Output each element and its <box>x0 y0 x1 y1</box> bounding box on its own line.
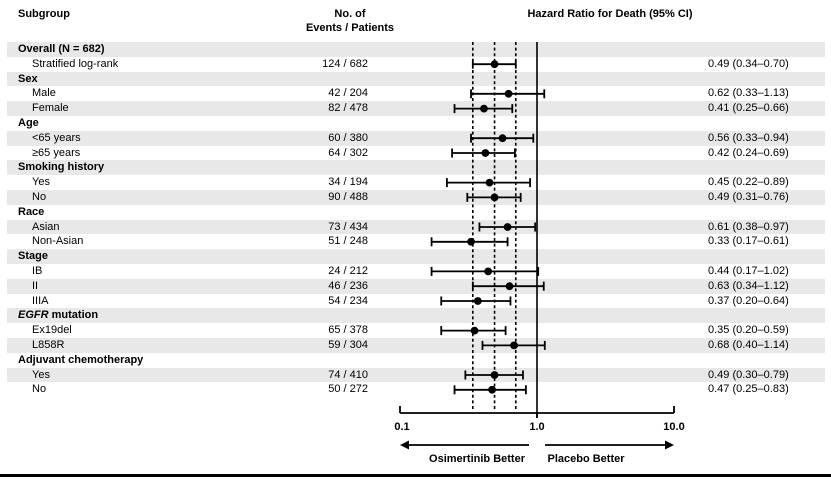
hr-value: 0.35 (0.20–0.59) <box>708 324 789 337</box>
table-row: Race <box>7 205 825 220</box>
hr-value: 0.62 (0.33–1.13) <box>708 87 789 100</box>
table-row: Female 82 / 478 0.41 (0.25–0.66) <box>7 101 825 116</box>
row-label: No <box>32 191 47 203</box>
row-label: IB <box>32 265 43 277</box>
row-label: Yes <box>32 368 50 381</box>
table-row: Asian 73 / 434 0.61 (0.38–0.97) <box>7 219 825 235</box>
row-label: <65 years <box>32 131 81 144</box>
events-value: 74 / 410 <box>328 368 368 381</box>
row-label: ≥65 years <box>32 146 81 159</box>
hr-value: 0.56 (0.33–0.94) <box>708 131 789 144</box>
events-value: 54 / 234 <box>328 294 368 307</box>
table-row: Smoking history <box>7 160 825 176</box>
hr-value: 0.47 (0.25–0.83) <box>708 383 789 396</box>
events-value: 59 / 304 <box>328 339 368 351</box>
hazard-ratio-column-header: Hazard Ratio for Death (95% CI) <box>527 8 693 20</box>
table-row: Age <box>7 116 825 131</box>
right-arrowhead-icon <box>665 440 674 450</box>
row-label: Stratified log-rank <box>32 57 119 70</box>
hr-value: 0.41 (0.25–0.66) <box>708 102 789 115</box>
bottom-border-rule <box>0 474 831 477</box>
events-value: 90 / 488 <box>328 191 368 203</box>
events-value: 34 / 194 <box>328 176 368 189</box>
table-row: Overall (N = 682) <box>7 42 825 57</box>
table-row: II 46 / 236 0.63 (0.34–1.12) <box>7 278 825 294</box>
hr-value: 0.42 (0.24–0.69) <box>708 146 789 159</box>
row-label: Overall (N = 682) <box>18 43 105 55</box>
events-value: 60 / 380 <box>328 131 368 144</box>
row-label: II <box>32 279 39 292</box>
hr-value: 0.63 (0.34–1.12) <box>708 279 789 292</box>
table-row: Yes 34 / 194 0.45 (0.22–0.89) <box>7 175 825 190</box>
table-row: Stage <box>7 249 825 264</box>
row-label: No <box>32 383 47 396</box>
hr-value: 0.45 (0.22–0.89) <box>708 176 789 189</box>
events-column-header: No. of Events / Patients <box>270 7 430 35</box>
row-label: Race <box>18 205 45 218</box>
row-label: Adjuvant chemotherapy <box>18 353 144 366</box>
events-value: 42 / 204 <box>328 87 368 100</box>
table-row: No 50 / 272 0.47 (0.25–0.83) <box>7 382 825 397</box>
table-row: Sex <box>7 71 825 87</box>
row-label: Asian <box>32 220 60 233</box>
table-row: Stratified log-rank 124 / 682 0.49 (0.34–0… <box>7 57 825 72</box>
table-row: Yes 74 / 410 0.49 (0.30–0.79) <box>7 367 825 383</box>
row-label: EGFR mutation <box>18 309 99 322</box>
left-arrowhead-icon <box>400 440 409 450</box>
hr-value: 0.37 (0.20–0.64) <box>708 294 789 307</box>
events-value: 73 / 434 <box>328 220 368 233</box>
events-header-line2: Events / Patients <box>305 22 395 34</box>
events-header-line1: No. of <box>334 8 366 20</box>
axis-tick-label-0-1: 0.1 <box>394 421 410 433</box>
events-value: 124 / 682 <box>322 57 368 70</box>
placebo-better-label: Placebo Better <box>547 453 625 465</box>
axis-tick-label-10-0: 10.0 <box>663 421 685 433</box>
table-row: Adjuvant chemotherapy <box>7 353 825 368</box>
events-value: 51 / 248 <box>328 235 368 248</box>
axis-tick-label-1-0: 1.0 <box>529 421 545 433</box>
table-row: IB 24 / 212 0.44 (0.17–1.02) <box>7 264 825 279</box>
events-value: 65 / 378 <box>328 324 368 337</box>
table-row: Ex19del 65 / 378 0.35 (0.20–0.59) <box>7 323 825 338</box>
osimertinib-better-label: Osimertinib Better <box>429 453 525 465</box>
table-row: <65 years 60 / 380 0.56 (0.33–0.94) <box>7 130 825 146</box>
table-row: ≥65 years 64 / 302 0.42 (0.24–0.69) <box>7 146 825 161</box>
hr-value: 0.44 (0.17–1.02) <box>708 265 789 277</box>
row-label: Male <box>32 87 56 100</box>
table-row: L858R 59 / 304 0.68 (0.40–1.14) <box>7 338 825 353</box>
row-label: IIIA <box>32 294 49 307</box>
hr-value: 0.49 (0.30–0.79) <box>708 368 789 381</box>
events-value: 50 / 272 <box>328 383 368 396</box>
subgroup-column-header: Subgroup <box>18 8 70 20</box>
events-value: 82 / 478 <box>328 102 368 115</box>
row-label: L858R <box>32 339 65 351</box>
row-label: Ex19del <box>32 324 72 337</box>
hr-value: 0.49 (0.34–0.70) <box>708 57 789 70</box>
events-value: 24 / 212 <box>328 265 368 277</box>
table-row: No 90 / 488 0.49 (0.31–0.76) <box>7 190 825 205</box>
row-label: Smoking history <box>18 161 105 174</box>
hr-value: 0.61 (0.38–0.97) <box>708 220 789 233</box>
row-label: Non-Asian <box>32 235 84 248</box>
row-label: Yes <box>32 176 50 189</box>
table-row: IIIA 54 / 234 0.37 (0.20–0.64) <box>7 294 825 309</box>
table-row: EGFR mutation <box>7 308 825 324</box>
events-value: 46 / 236 <box>328 279 368 292</box>
table-row: Non-Asian 51 / 248 0.33 (0.17–0.61) <box>7 234 825 249</box>
row-label: Stage <box>18 250 48 263</box>
row-label: Age <box>18 117 39 129</box>
table-row: Male 42 / 204 0.62 (0.33–1.13) <box>7 86 825 101</box>
hr-value: 0.68 (0.40–1.14) <box>708 339 789 351</box>
row-label: Sex <box>18 72 38 85</box>
hr-value: 0.49 (0.31–0.76) <box>708 191 789 203</box>
hr-value: 0.33 (0.17–0.61) <box>708 235 789 248</box>
events-value: 64 / 302 <box>328 146 368 159</box>
row-label: Female <box>32 102 69 115</box>
